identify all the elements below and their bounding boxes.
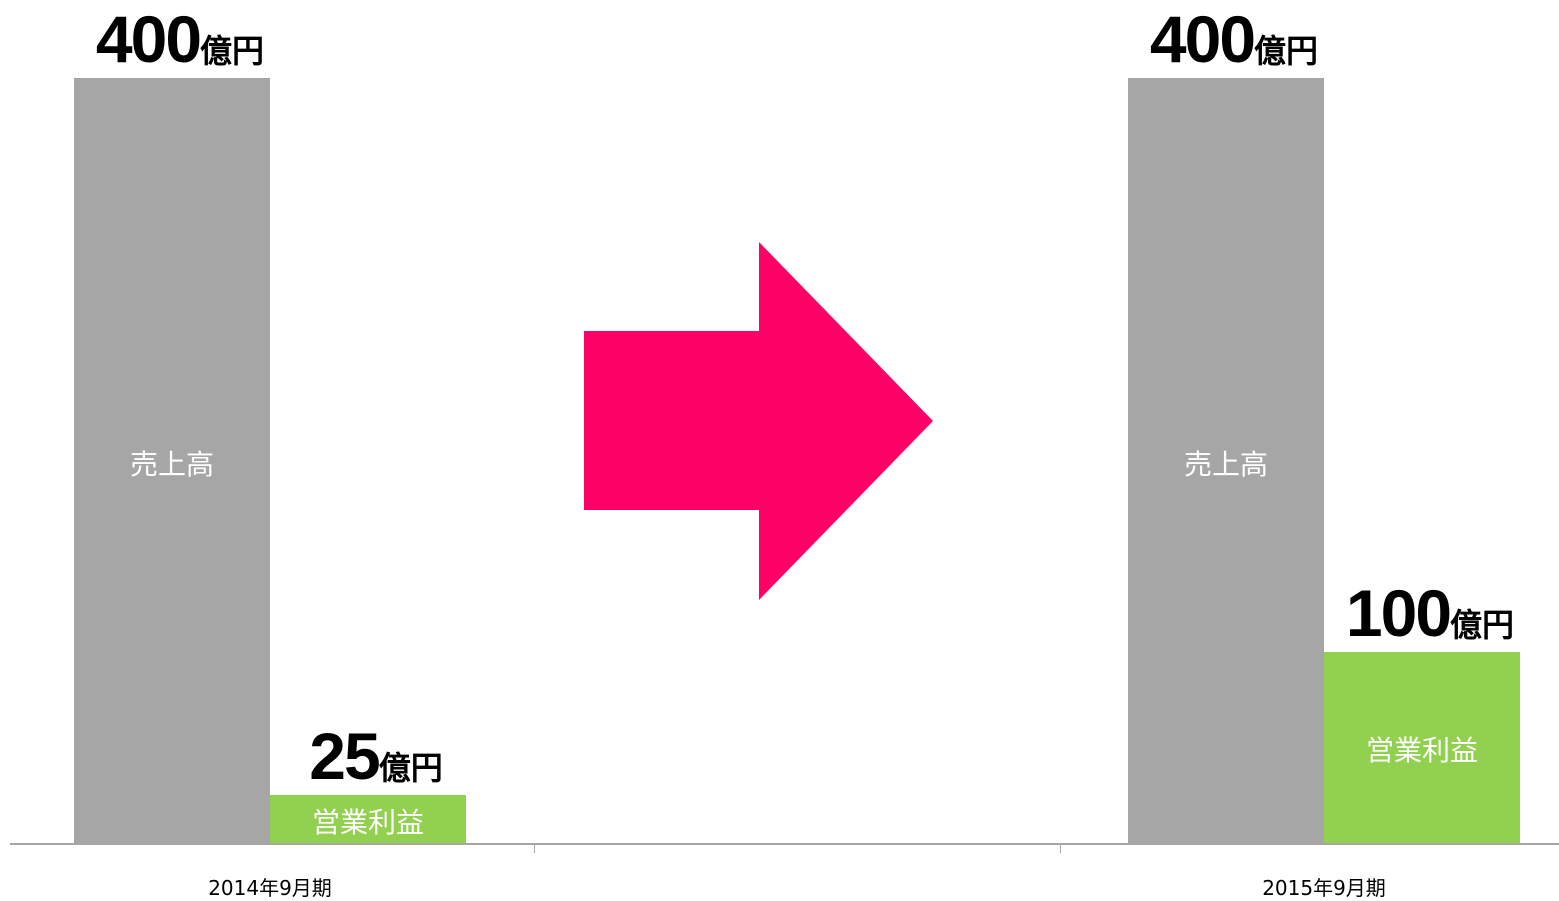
x-axis-tick	[1060, 844, 1061, 853]
data-label-value: 400	[1149, 2, 1256, 76]
data-label: 400億円	[96, 6, 264, 72]
bar-series-label: 営業利益	[1365, 734, 1478, 768]
data-label-value: 25	[309, 719, 380, 794]
data-label-unit: 億円	[1254, 32, 1319, 70]
bar-series-0-1	[1128, 78, 1324, 843]
bar-series-1-1	[1324, 651, 1520, 843]
x-axis-line	[10, 843, 1559, 845]
x-tick-label: 2015年9月期	[1262, 876, 1386, 900]
data-label: 100億円	[1346, 580, 1514, 646]
data-label-value: 400	[95, 2, 202, 76]
x-tick-label: 2014年9月期	[208, 876, 332, 900]
data-label-unit: 億円	[378, 749, 443, 788]
data-label: 25億円	[309, 723, 442, 789]
bar-series-0-0	[74, 78, 270, 843]
data-label-value: 100	[1345, 575, 1452, 650]
data-label-unit: 億円	[1450, 605, 1515, 644]
arrow-shape	[584, 242, 933, 600]
x-axis-tick	[534, 844, 535, 853]
bar-series-label: 売上高	[129, 447, 214, 481]
data-label: 400億円	[1150, 6, 1318, 72]
bar-series-1-0	[270, 795, 466, 843]
data-label-unit: 億円	[200, 32, 265, 70]
right-arrow-icon	[584, 242, 933, 600]
bar-series-label: 営業利益	[311, 806, 424, 840]
bar-series-label: 売上高	[1183, 447, 1268, 481]
